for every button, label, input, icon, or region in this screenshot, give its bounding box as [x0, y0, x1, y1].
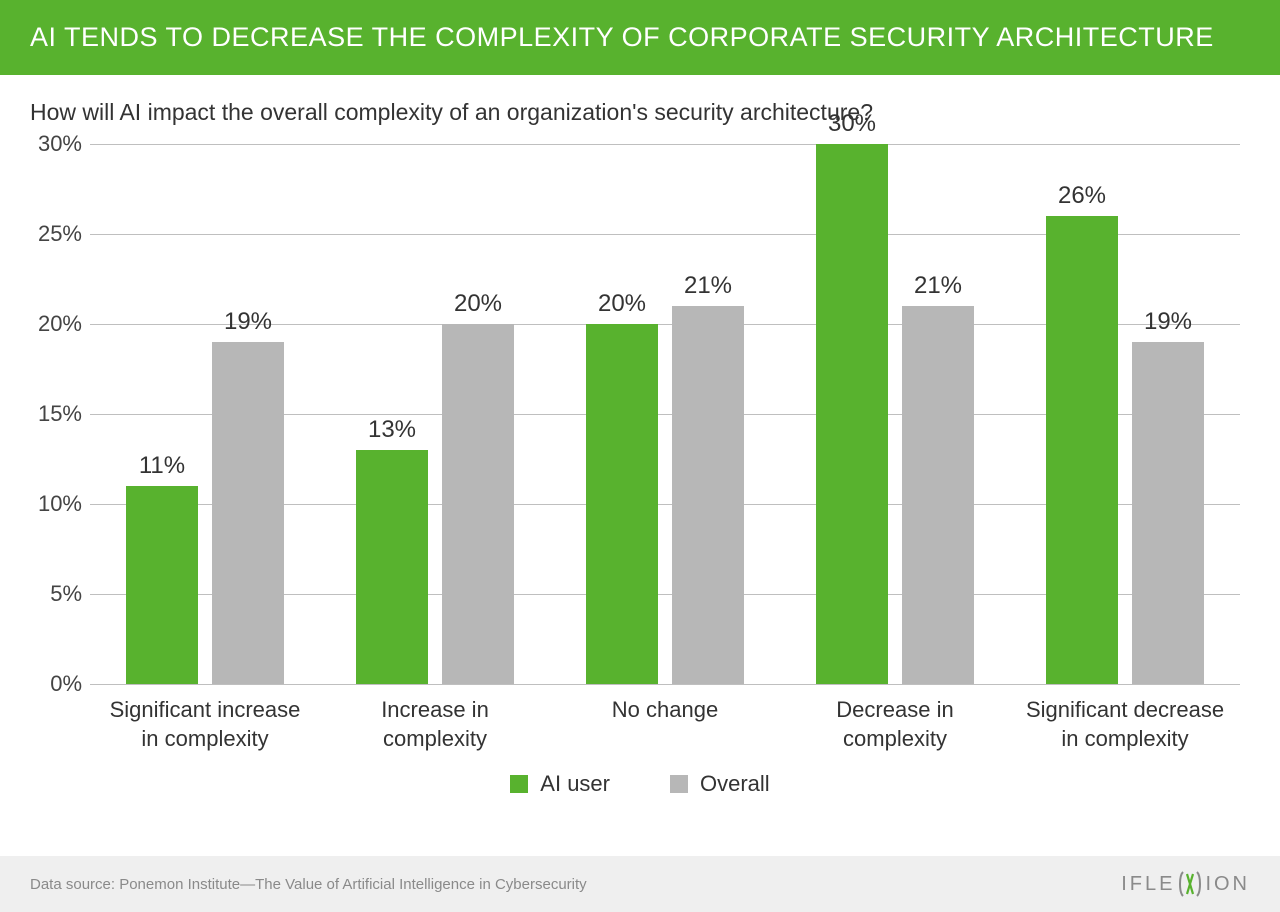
- legend-item: AI user: [510, 771, 610, 797]
- bar: 20%: [586, 324, 658, 684]
- x-axis-label: No change: [562, 696, 769, 753]
- bar-value-label: 20%: [454, 290, 502, 318]
- logo-text-pre: IFLE: [1121, 873, 1175, 896]
- logo-text-post: ION: [1205, 873, 1250, 896]
- y-axis-label: 5%: [30, 581, 82, 607]
- bar-value-label: 26%: [1058, 182, 1106, 210]
- legend-item: Overall: [670, 771, 770, 797]
- x-axis-label: Decrease in complexity: [792, 696, 999, 753]
- grid-line: [90, 684, 1240, 685]
- bar-group: 20%21%: [562, 306, 769, 684]
- bar-value-label: 21%: [914, 272, 962, 300]
- bar: 11%: [126, 486, 198, 684]
- y-axis-label: 0%: [30, 671, 82, 697]
- legend-label: Overall: [700, 771, 770, 797]
- bar: 20%: [442, 324, 514, 684]
- bar-value-label: 20%: [598, 290, 646, 318]
- bars-layer: 11%19%13%20%20%21%30%21%26%19%: [90, 144, 1240, 684]
- bar: 21%: [672, 306, 744, 684]
- legend-label: AI user: [540, 771, 610, 797]
- chart-legend: AI user Overall: [30, 771, 1250, 797]
- y-axis-label: 20%: [30, 311, 82, 337]
- x-axis-label: Significant increase in complexity: [102, 696, 309, 753]
- logo-icon: [1177, 870, 1203, 898]
- bar-value-label: 19%: [224, 308, 272, 336]
- x-axis-labels: Significant increase in complexity Increa…: [90, 696, 1240, 753]
- y-axis-label: 30%: [30, 131, 82, 157]
- y-axis-label: 25%: [30, 221, 82, 247]
- legend-swatch: [510, 775, 528, 793]
- header-bar: AI TENDS TO DECREASE THE COMPLEXITY OF C…: [0, 0, 1280, 75]
- x-axis-label: Increase in complexity: [332, 696, 539, 753]
- bar: 19%: [1132, 342, 1204, 684]
- footer-bar: Data source: Ponemon Institute—The Value…: [0, 856, 1280, 912]
- bar: 19%: [212, 342, 284, 684]
- bar: 13%: [356, 450, 428, 684]
- bar: 30%: [816, 144, 888, 684]
- y-axis-label: 10%: [30, 491, 82, 517]
- legend-swatch: [670, 775, 688, 793]
- chart-plot: 0%5%10%15%20%25%30%11%19%13%20%20%21%30%…: [90, 144, 1240, 684]
- bar: 21%: [902, 306, 974, 684]
- bar-group: 30%21%: [792, 144, 999, 684]
- bar-value-label: 13%: [368, 416, 416, 444]
- bar-value-label: 30%: [828, 110, 876, 138]
- bar-value-label: 11%: [139, 452, 185, 480]
- footer-source: Data source: Ponemon Institute—The Value…: [30, 876, 587, 893]
- bar-group: 13%20%: [332, 324, 539, 684]
- chart-area: How will AI impact the overall complexit…: [0, 75, 1280, 807]
- bar-value-label: 21%: [684, 272, 732, 300]
- bar-value-label: 19%: [1144, 308, 1192, 336]
- bar-group: 11%19%: [102, 342, 309, 684]
- x-axis-label: Significant decrease in complexity: [1022, 696, 1229, 753]
- bar-group: 26%19%: [1022, 216, 1229, 684]
- y-axis-label: 15%: [30, 401, 82, 427]
- header-title: AI TENDS TO DECREASE THE COMPLEXITY OF C…: [30, 22, 1214, 52]
- bar: 26%: [1046, 216, 1118, 684]
- chart-subtitle: How will AI impact the overall complexit…: [30, 99, 1250, 126]
- brand-logo: IFLE ION: [1121, 870, 1250, 898]
